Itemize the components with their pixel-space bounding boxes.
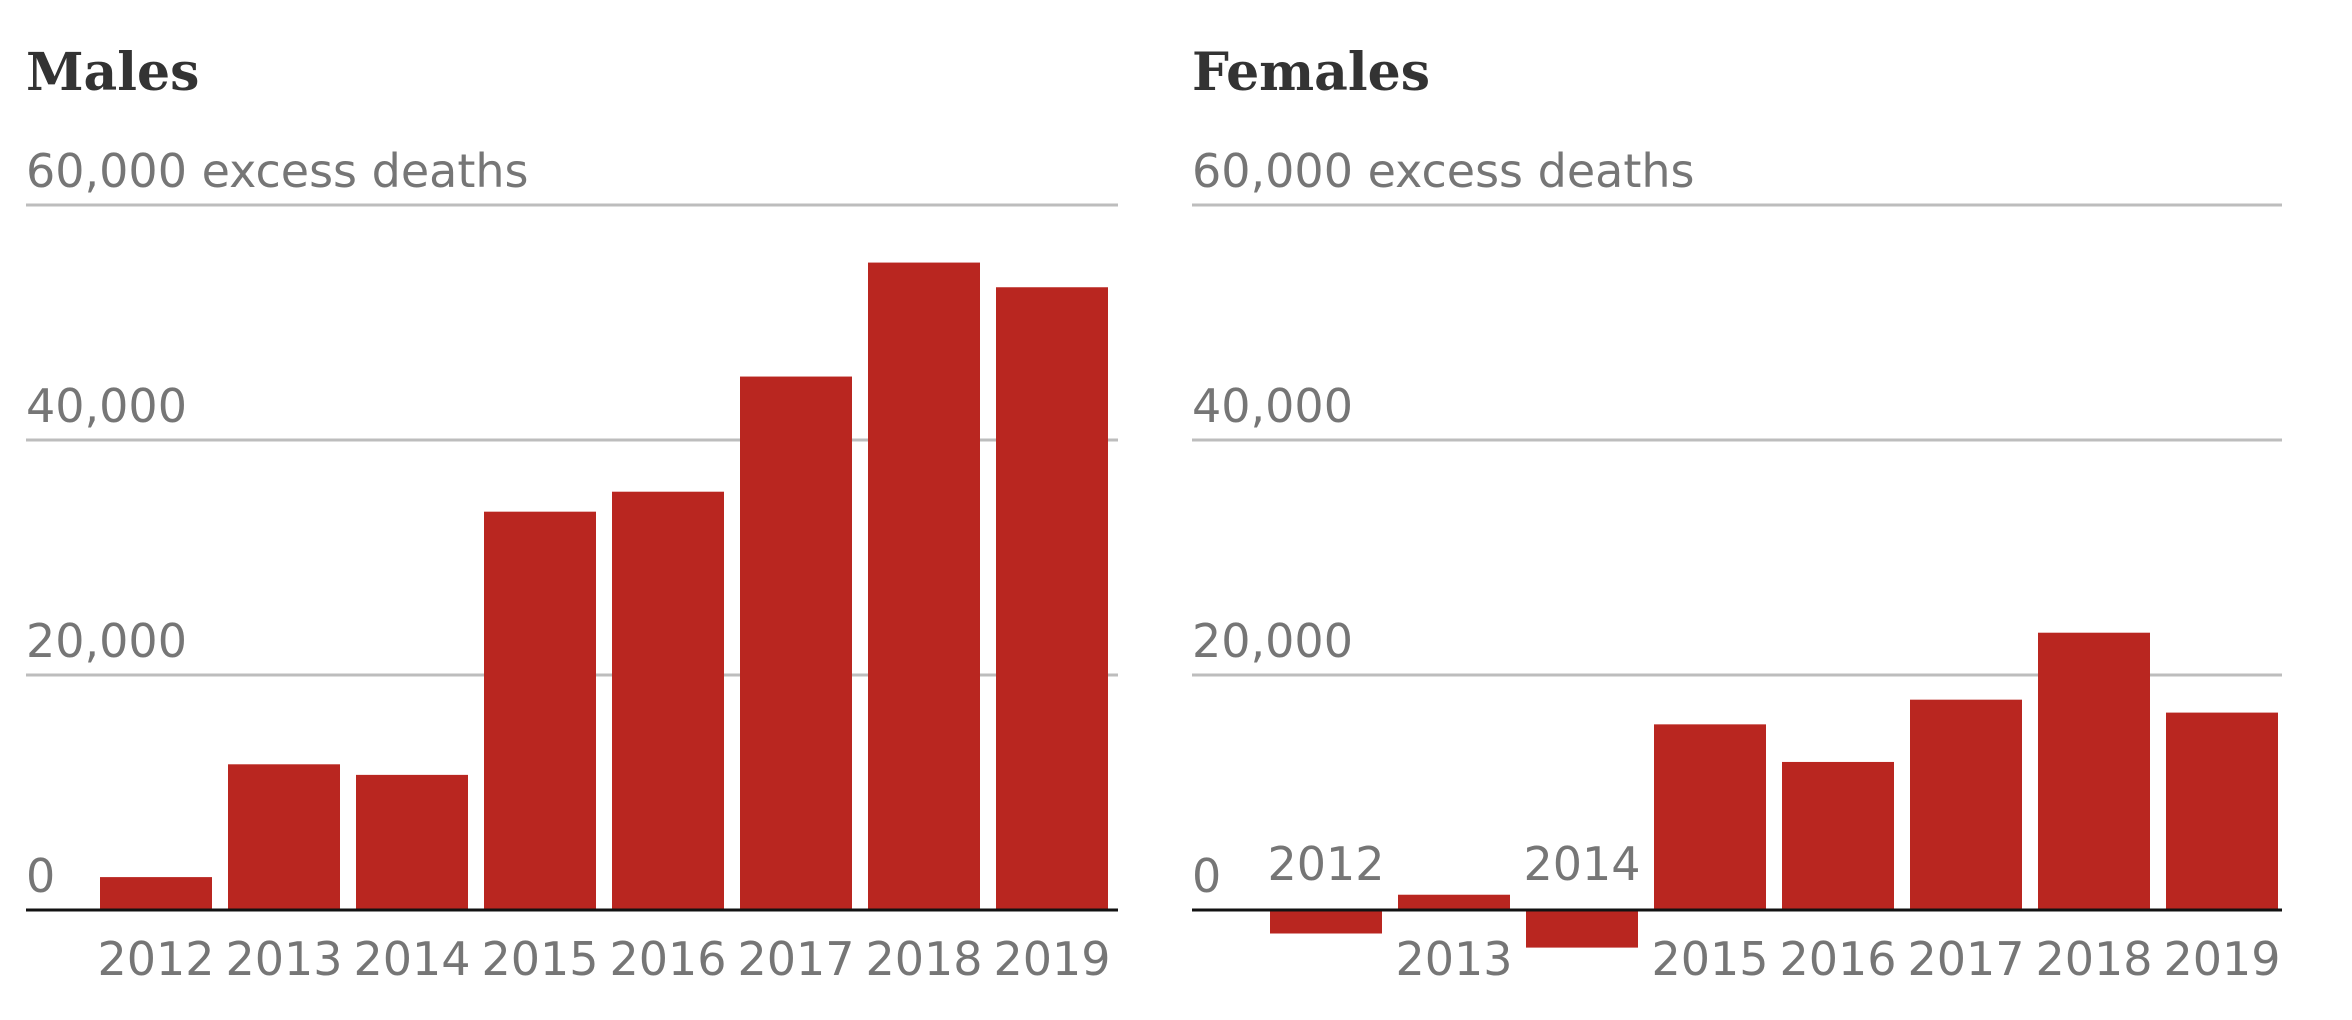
- chart-title: Males: [26, 42, 199, 103]
- bar: [1910, 699, 2022, 910]
- x-tick-label: 2012: [1267, 837, 1384, 891]
- bar: [356, 774, 468, 910]
- x-tick-label: 2013: [1395, 932, 1512, 986]
- x-tick-label: 2016: [609, 932, 726, 986]
- bar: [996, 287, 1108, 910]
- x-tick-label: 2014: [353, 932, 470, 986]
- bar: [100, 877, 212, 910]
- x-tick-label: 2016: [1779, 932, 1896, 986]
- chart-title: Females: [1192, 42, 1430, 103]
- females-bar-chart: Females 0 20,000 40,000 60,000 excess death…: [1192, 42, 2282, 986]
- y-tick-label: 20,000: [26, 614, 187, 668]
- bar: [740, 376, 852, 910]
- bar: [2166, 712, 2278, 910]
- bar: [228, 764, 340, 910]
- x-tick-label: 2017: [737, 932, 854, 986]
- y-tick-label: 20,000: [1192, 614, 1353, 668]
- males-chart-panel: Males 0 20,000 40,000 60,000 excess deaths 2…: [0, 0, 1170, 1020]
- bar: [1270, 910, 1382, 934]
- y-tick-label: 0: [26, 849, 55, 903]
- y-tick-label: 0: [1192, 849, 1221, 903]
- bar: [1782, 761, 1894, 910]
- bar: [1398, 894, 1510, 910]
- bar: [868, 262, 980, 910]
- bar: [1526, 910, 1638, 948]
- x-tick-label: 2019: [2163, 932, 2280, 986]
- x-tick-label: 2015: [481, 932, 598, 986]
- x-tick-label: 2018: [2035, 932, 2152, 986]
- females-chart-panel: Females 0 20,000 40,000 60,000 excess death…: [1170, 0, 2352, 1020]
- y-tick-label: 40,000: [1192, 379, 1353, 433]
- x-tick-label: 2018: [865, 932, 982, 986]
- bar: [484, 511, 596, 910]
- y-tick-label: 60,000 excess deaths: [26, 144, 528, 198]
- bar: [612, 491, 724, 910]
- x-tick-label: 2019: [993, 932, 1110, 986]
- y-tick-label: 60,000 excess deaths: [1192, 144, 1694, 198]
- x-tick-label: 2015: [1651, 932, 1768, 986]
- bar: [1654, 724, 1766, 910]
- bar: [2038, 632, 2150, 910]
- males-bar-chart: Males 0 20,000 40,000 60,000 excess deaths 2…: [26, 42, 1118, 986]
- y-tick-label: 40,000: [26, 379, 187, 433]
- x-tick-label: 2012: [97, 932, 214, 986]
- x-tick-label: 2014: [1523, 837, 1640, 891]
- x-tick-label: 2013: [225, 932, 342, 986]
- x-tick-label: 2017: [1907, 932, 2024, 986]
